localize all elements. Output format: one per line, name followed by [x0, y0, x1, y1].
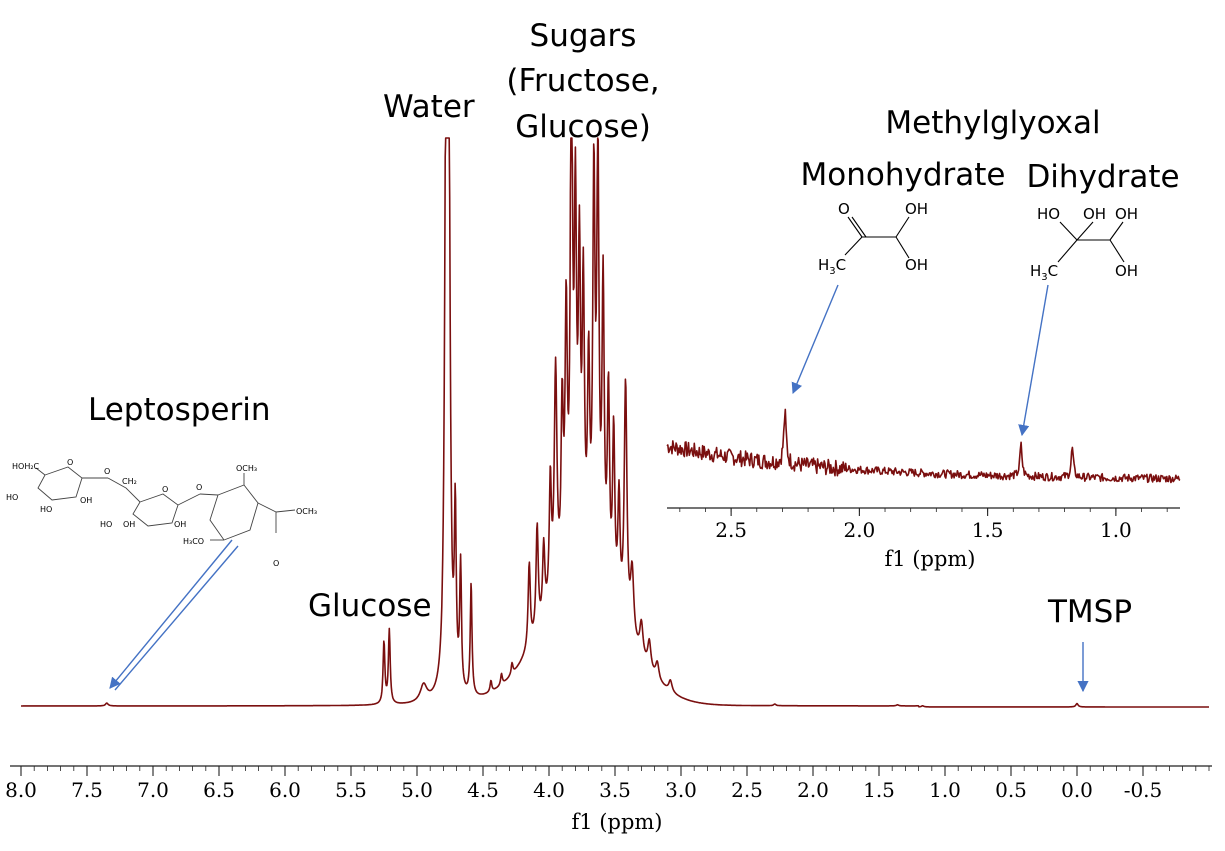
label-methylglyoxal: Methylglyoxal	[885, 105, 1100, 141]
svg-text:HO: HO	[6, 493, 18, 502]
main-tick-label: 3.0	[665, 778, 697, 802]
inset-tick-label: 2.0	[843, 518, 875, 542]
main-tick-label: 7.5	[71, 778, 103, 802]
main-tick-label: 3.5	[599, 778, 631, 802]
inset-spectrum-trace	[666, 408, 1181, 484]
main-tick-label: 0.5	[995, 778, 1027, 802]
label-sugars-line1: Sugars	[530, 18, 637, 54]
label-glucose: Glucose	[308, 588, 432, 624]
label-sugars-line2: (Fructose,	[506, 63, 659, 99]
main-tick-label: 1.0	[929, 778, 961, 802]
leptosperin-structure	[35, 466, 296, 541]
inset-tick-label: 2.5	[715, 518, 747, 542]
inset-x-ticks: 2.5 2.0 1.5 1.0	[679, 508, 1168, 542]
svg-text:OH: OH	[1083, 205, 1106, 223]
main-tick-label: -0.5	[1124, 778, 1163, 802]
svg-text:HO: HO	[100, 520, 112, 529]
monohydrate-structure: O OH OH H3C	[818, 200, 928, 277]
svg-text:H3C: H3C	[818, 256, 846, 277]
main-tick-label: 8.0	[5, 778, 37, 802]
svg-text:O: O	[273, 559, 279, 568]
svg-text:O: O	[67, 458, 73, 467]
main-tick-label: 2.5	[731, 778, 763, 802]
svg-text:O: O	[162, 485, 168, 494]
svg-text:HO: HO	[40, 505, 52, 514]
svg-text:OH: OH	[80, 496, 92, 505]
svg-text:O: O	[838, 200, 850, 218]
svg-text:OH: OH	[1115, 262, 1138, 280]
main-tick-label: 6.0	[269, 778, 301, 802]
svg-text:HOH₂C: HOH₂C	[12, 462, 40, 471]
main-tick-label: 7.0	[137, 778, 169, 802]
leptosperin-structure-labels: HOH₂C O O CH₂ HO OH HO O O HO OH OH OCH₃…	[6, 458, 317, 568]
main-spectrum-trace	[20, 137, 1210, 708]
main-tick-label: 5.0	[401, 778, 433, 802]
main-tick-label: 6.5	[203, 778, 235, 802]
arrow-leptosperin-shaft	[114, 545, 239, 691]
svg-text:OH: OH	[905, 200, 928, 218]
svg-text:OH: OH	[174, 520, 186, 529]
main-tick-label: 2.0	[797, 778, 829, 802]
svg-text:H₃CO: H₃CO	[183, 537, 204, 546]
arrow-monohydrate	[791, 284, 839, 395]
main-tick-label: 0.0	[1061, 778, 1093, 802]
label-dihydrate: Dihydrate	[1026, 159, 1179, 195]
label-tmsp: TMSP	[1047, 594, 1132, 630]
inset-x-axis-label: f1 (ppm)	[885, 547, 976, 571]
inset-tick-label: 1.0	[1100, 518, 1132, 542]
main-x-axis-label: f1 (ppm)	[572, 810, 663, 834]
label-leptosperin: Leptosperin	[88, 392, 271, 428]
svg-text:OCH₃: OCH₃	[236, 464, 257, 473]
inset-tick-label: 1.5	[972, 518, 1004, 542]
svg-text:OCH₃: OCH₃	[296, 507, 317, 516]
svg-text:H3C: H3C	[1030, 262, 1058, 283]
svg-text:OH: OH	[905, 256, 928, 274]
label-water: Water	[383, 89, 475, 125]
label-sugars-line3: Glucose)	[515, 109, 651, 145]
main-tick-label: 5.5	[335, 778, 367, 802]
svg-text:OH: OH	[1115, 205, 1138, 223]
svg-text:CH₂: CH₂	[122, 477, 137, 486]
svg-text:O: O	[196, 483, 202, 492]
main-tick-label: 4.0	[533, 778, 565, 802]
main-tick-label: 4.5	[467, 778, 499, 802]
arrow-dihydrate	[1018, 284, 1049, 437]
dihydrate-structure: HO OH OH OH H3C	[1030, 205, 1138, 283]
main-x-ticks: 8.0 7.5 7.0 6.5 6.0 5.5 5.0 4.5 4.0 3.5 3.0 2.5 2.0 1…	[5, 766, 1210, 802]
main-tick-label: 1.5	[863, 778, 895, 802]
svg-text:HO: HO	[1037, 205, 1060, 223]
label-monohydrate: Monohydrate	[801, 157, 1006, 193]
svg-text:OH: OH	[123, 520, 135, 529]
svg-text:O: O	[104, 467, 110, 476]
arrow-leptosperin	[109, 539, 233, 689]
